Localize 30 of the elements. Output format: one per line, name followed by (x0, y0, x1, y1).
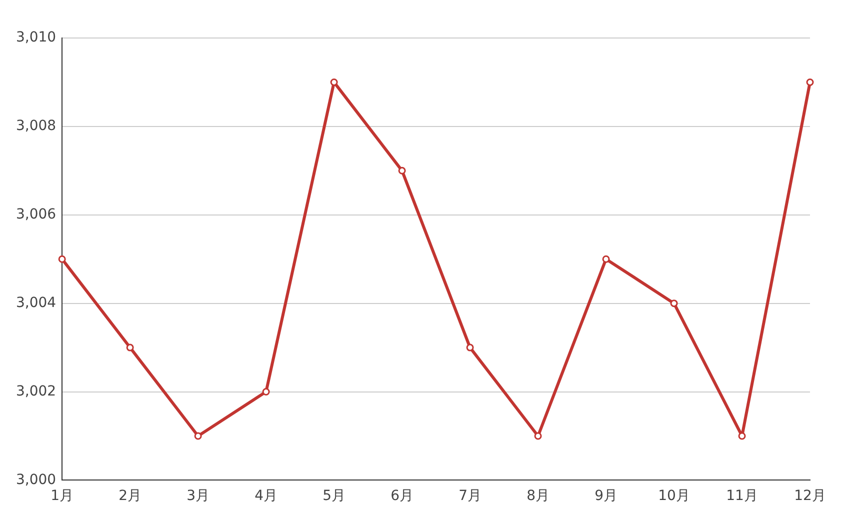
x-tick-label: 12月 (794, 488, 826, 504)
x-tick-label: 7月 (458, 488, 482, 504)
y-tick-label: 3,006 (16, 206, 56, 223)
x-tick-label: 2月 (118, 488, 142, 504)
x-tick-label: 10月 (658, 488, 690, 504)
x-tick-label: 6月 (390, 488, 414, 504)
x-tick-label: 3月 (186, 488, 210, 504)
point (262, 388, 270, 396)
point (670, 300, 678, 308)
x-tick-label: 9月 (594, 488, 618, 504)
x-tick-label: 1月 (50, 488, 74, 504)
point (398, 166, 406, 174)
y-tick-label: 3,008 (16, 118, 56, 134)
point (466, 344, 474, 352)
x-tick-label: 8月 (526, 488, 550, 504)
x-tick-label: 4月 (254, 488, 278, 504)
y-tick-label: 3,004 (16, 294, 56, 311)
y-tick-label: 3,002 (16, 383, 56, 400)
x-tick-label: 5月 (322, 488, 346, 504)
point (602, 255, 610, 263)
x-tick-label: 11月 (726, 488, 758, 504)
y-tick-label: 3,010 (16, 30, 56, 46)
point (806, 78, 814, 86)
point (194, 432, 202, 440)
point (126, 344, 134, 352)
point (58, 255, 66, 263)
point (534, 432, 542, 440)
point (330, 78, 338, 86)
point (738, 432, 746, 440)
y-tick-label: 3,000 (16, 472, 56, 488)
